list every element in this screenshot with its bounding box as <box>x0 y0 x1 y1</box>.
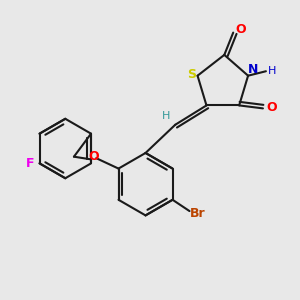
Text: O: O <box>266 101 277 114</box>
Text: Br: Br <box>189 207 205 220</box>
Text: S: S <box>187 68 196 81</box>
Text: O: O <box>235 22 246 35</box>
Text: O: O <box>89 150 100 163</box>
Text: F: F <box>26 157 34 170</box>
Text: H: H <box>268 66 277 76</box>
Text: H: H <box>162 111 170 122</box>
Text: N: N <box>248 63 259 76</box>
